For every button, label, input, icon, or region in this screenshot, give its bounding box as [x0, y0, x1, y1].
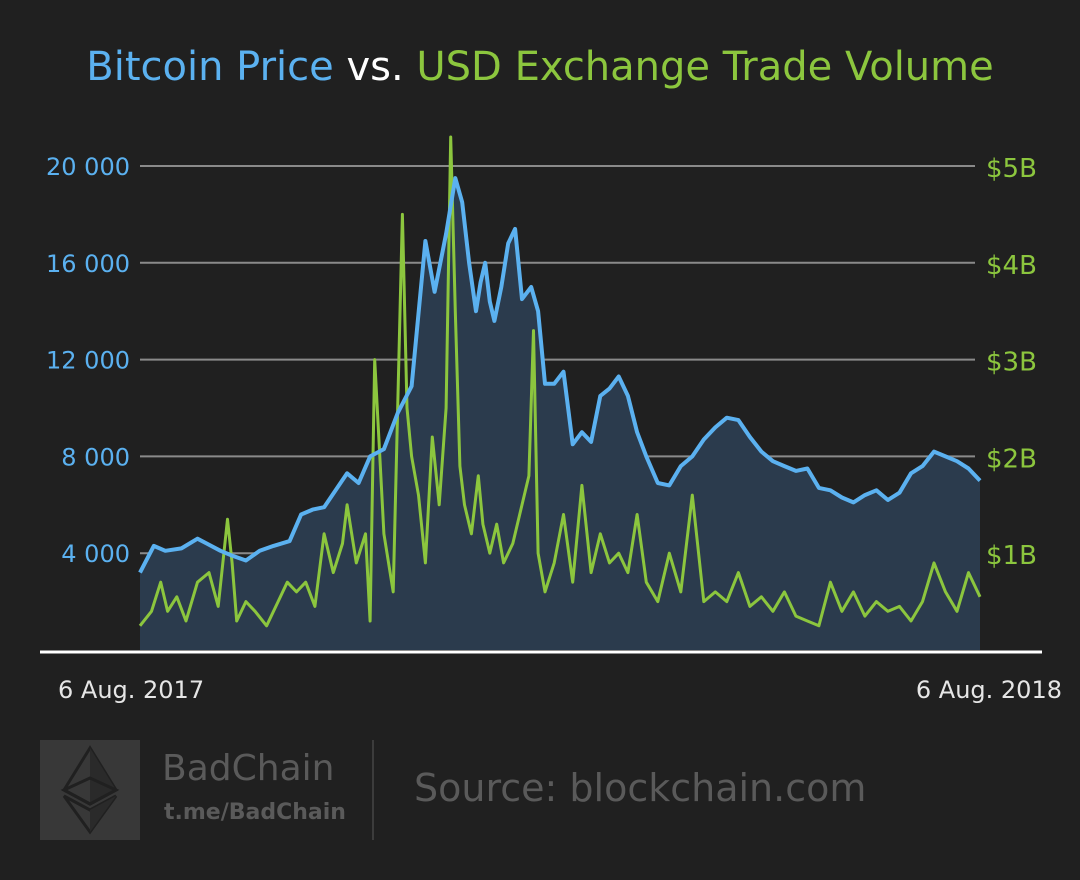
- left-tick-label: 16 000: [46, 250, 130, 278]
- left-tick-label: 4 000: [61, 540, 130, 568]
- title-price: Bitcoin Price: [86, 44, 334, 90]
- x-tick-end: 6 Aug. 2018: [915, 676, 1062, 704]
- source-text: Source: blockchain.com: [414, 766, 867, 810]
- left-tick-label: 12 000: [46, 347, 130, 375]
- left-tick-label: 8 000: [61, 443, 130, 471]
- right-tick-label: $1B: [986, 541, 1037, 571]
- price-area: [140, 178, 980, 650]
- left-tick-label: 20 000: [46, 153, 130, 181]
- right-tick-label: $3B: [986, 348, 1037, 378]
- x-tick-start: 6 Aug. 2017: [58, 676, 205, 704]
- ethereum-logo-icon: [60, 745, 120, 835]
- brand-name: BadChain: [162, 748, 335, 789]
- volume-line: [138, 135, 982, 628]
- footer-divider: [372, 740, 374, 840]
- title-vs: vs.: [333, 44, 417, 90]
- right-tick-label: $4B: [986, 251, 1037, 281]
- right-tick-label: $2B: [986, 444, 1037, 474]
- right-axis-ticks: $1B $2B $3B $4B $5B: [986, 154, 1037, 571]
- left-axis-ticks: 4 000 8 000 12 000 16 000 20 000: [46, 153, 130, 568]
- price-line: [138, 176, 982, 574]
- brand-logo: [40, 740, 140, 840]
- brand-link[interactable]: t.me/BadChain: [164, 800, 346, 825]
- chart-title: Bitcoin Price vs. USD Exchange Trade Vol…: [0, 44, 1080, 90]
- title-volume: USD Exchange Trade Volume: [416, 44, 994, 90]
- right-tick-label: $5B: [986, 154, 1037, 184]
